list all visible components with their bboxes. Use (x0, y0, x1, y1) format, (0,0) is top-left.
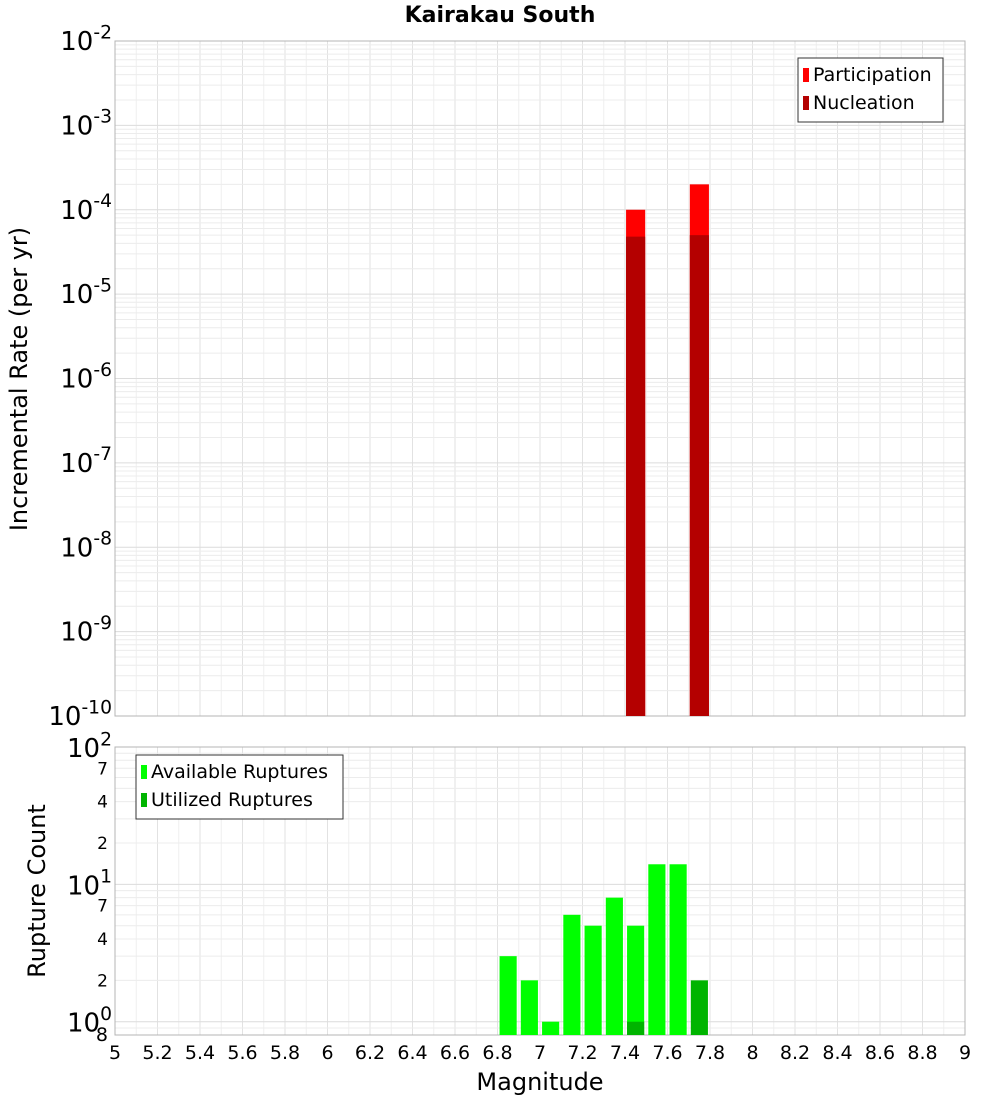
y-tick-label: 100 (67, 1004, 112, 1039)
legend-swatch (803, 96, 809, 110)
y-tick-label: 102 (67, 729, 112, 764)
legend-swatch (141, 765, 147, 779)
rupture-legend (135, 754, 344, 820)
chart-title: Kairakau South (405, 3, 596, 28)
y-tick-label: 10-5 (60, 275, 112, 310)
bar (563, 914, 581, 1035)
x-tick-label: 5 (109, 1042, 121, 1064)
plot-frame (114, 40, 966, 717)
y-tick-label: 10-6 (60, 360, 112, 395)
y-tick-label: 10-9 (60, 613, 112, 648)
y-tick-label: 10-3 (60, 107, 112, 142)
y-tick-label: 2 (97, 834, 108, 854)
x-tick-label: 8.6 (865, 1042, 895, 1064)
bar (689, 235, 709, 716)
legend-label: Nucleation (813, 92, 915, 114)
x-tick-label: 7 (534, 1042, 546, 1064)
y-tick-label: 2 (97, 971, 108, 991)
y-tick-label: 8 (96, 1024, 108, 1046)
x-tick-label: 8 (746, 1042, 758, 1064)
legend-label: Participation (813, 64, 932, 86)
x-tick-label: 7.4 (610, 1042, 640, 1064)
bar (584, 925, 602, 1035)
bar (648, 864, 666, 1035)
y-tick-label: 10-7 (60, 444, 112, 479)
x-tick-label: 5.4 (185, 1042, 215, 1064)
y-tick-label: 4 (97, 930, 108, 950)
x-tick-label: 8.8 (907, 1042, 937, 1064)
plot-frame (114, 746, 966, 1036)
legend-swatch (803, 68, 809, 82)
rate-y-axis-label: Incremental Rate (per yr) (5, 227, 33, 531)
y-tick-label: 10-2 (60, 22, 112, 57)
y-tick-label: 7 (97, 897, 108, 917)
x-tick-label: 6.2 (355, 1042, 385, 1064)
x-tick-label: 7.2 (567, 1042, 597, 1064)
bar (520, 980, 538, 1035)
rate-panel: 10-10 10-9 10-8 10-7 10-6 10-5 10-4 10-3 10-2 Par… (48, 22, 966, 732)
x-tick-label: 5.2 (142, 1042, 172, 1064)
bar (627, 1021, 645, 1035)
x-tick-label: 6.6 (440, 1042, 470, 1064)
x-tick-label: 5.6 (227, 1042, 257, 1064)
rate-legend (797, 57, 944, 123)
x-tick-label: 5.8 (270, 1042, 300, 1064)
y-tick-label: 4 (97, 793, 108, 813)
y-tick-label: 10-8 (60, 529, 112, 564)
x-tick-label: 9 (959, 1042, 971, 1064)
legend-label: Utilized Ruptures (151, 789, 313, 811)
x-tick-label: 7.6 (652, 1042, 682, 1064)
count-y-axis-label: Rupture Count (23, 804, 51, 978)
bar (627, 925, 645, 1035)
legend-swatch (141, 793, 147, 807)
bar (626, 236, 646, 716)
x-tick-label: 8.2 (780, 1042, 810, 1064)
y-tick-label: 10-10 (48, 697, 112, 732)
bar (669, 864, 687, 1035)
x-tick-label: 6.8 (482, 1042, 512, 1064)
bar (605, 897, 623, 1035)
magnitude-x-axis-label: Magnitude (476, 1068, 603, 1096)
x-tick-label: 6 (321, 1042, 333, 1064)
y-tick-label: 7 (97, 759, 108, 779)
y-tick-label: 10-4 (60, 191, 112, 226)
x-tick-label: 8.4 (822, 1042, 852, 1064)
bar (542, 1021, 560, 1035)
y-tick-label: 101 (67, 867, 112, 902)
bar (499, 956, 517, 1035)
bar (690, 980, 708, 1035)
legend-label: Available Ruptures (151, 761, 328, 783)
x-tick-label: 6.4 (397, 1042, 427, 1064)
x-tick-label: 7.8 (695, 1042, 725, 1064)
